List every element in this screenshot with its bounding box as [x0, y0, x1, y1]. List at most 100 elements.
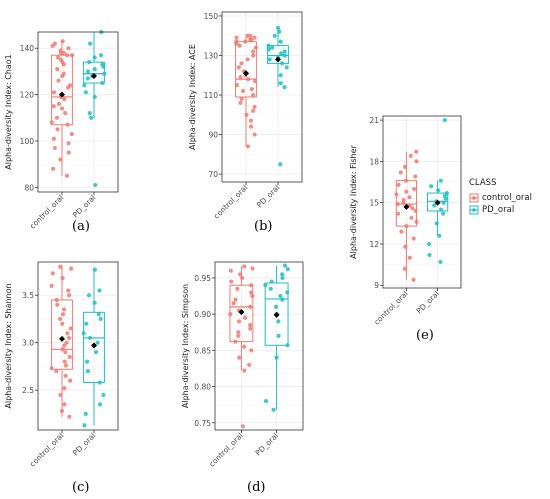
panel-border: [214, 261, 304, 431]
data-point: [251, 53, 256, 58]
data-point: [279, 51, 284, 56]
data-point: [88, 41, 93, 46]
data-point: [271, 407, 276, 412]
data-point: [58, 57, 64, 62]
data-point: [282, 85, 287, 90]
data-point: [278, 73, 283, 78]
y-tick-label: 100: [20, 137, 35, 146]
data-point: [236, 319, 242, 324]
data-point: [49, 283, 54, 288]
data-point: [414, 159, 419, 164]
data-point: [248, 118, 254, 123]
data-point: [56, 78, 61, 83]
data-point: [282, 49, 287, 54]
y-tick-label: 120: [20, 91, 35, 100]
data-point: [228, 312, 233, 317]
x-tick-label: control_oral: [212, 183, 250, 221]
data-point: [60, 312, 66, 317]
data-point: [233, 297, 238, 302]
y-tick-label: 0.90: [194, 310, 211, 319]
data-point: [410, 206, 415, 211]
data-point: [250, 293, 255, 299]
data-point: [61, 71, 66, 76]
data-point: [233, 339, 238, 344]
data-point: [62, 402, 67, 407]
data-point: [250, 266, 255, 271]
data-point: [268, 286, 273, 291]
y-tick-label: 140: [20, 44, 35, 53]
data-point: [68, 378, 73, 383]
y-tick-label: 12: [369, 240, 379, 249]
data-point: [66, 150, 71, 155]
data-point: [63, 373, 68, 378]
data-point: [280, 61, 285, 66]
data-point: [414, 219, 419, 225]
data-point: [411, 277, 416, 282]
data-point: [86, 293, 92, 298]
data-point: [239, 96, 244, 102]
y-tick-label: 0.75: [194, 419, 211, 428]
data-point: [55, 67, 60, 72]
y-tick-label: 15: [369, 199, 379, 208]
legend-label-control: control_oral: [482, 193, 532, 203]
x-tick-label: control_oral: [207, 431, 245, 469]
data-point: [399, 229, 404, 234]
legend-dot: [472, 208, 476, 212]
data-point: [438, 259, 443, 264]
data-point: [65, 122, 70, 127]
x-tick-label: control_oral: [372, 289, 410, 327]
x-tick-label: PD_oral: [71, 431, 97, 457]
data-point: [54, 369, 59, 374]
data-point: [67, 414, 72, 419]
data-point: [93, 350, 99, 355]
data-point: [229, 279, 234, 284]
data-point: [235, 286, 240, 291]
data-point: [62, 359, 67, 364]
plot-area: [383, 116, 461, 288]
data-point: [266, 43, 271, 48]
data-point: [64, 340, 69, 345]
data-point: [60, 347, 65, 352]
data-point: [274, 355, 279, 360]
mean-marker: [59, 335, 65, 342]
data-point: [280, 275, 285, 281]
box-PD_oral: [83, 311, 105, 384]
data-point: [81, 331, 86, 336]
data-point: [238, 75, 243, 80]
data-point: [427, 241, 432, 247]
y-tick-label: 70: [208, 170, 218, 179]
data-point: [403, 178, 409, 183]
data-point: [285, 343, 290, 348]
y-tick-label: 18: [369, 157, 379, 166]
data-point: [62, 307, 67, 312]
data-point: [67, 354, 72, 360]
y-tick-label: 3.5: [22, 291, 34, 300]
data-point: [237, 272, 243, 277]
data-point: [277, 29, 282, 34]
data-point: [394, 192, 399, 197]
data-point: [68, 326, 73, 331]
y-tick-label: 130: [204, 51, 219, 60]
mean-marker: [403, 203, 410, 210]
caption-d: (d): [247, 480, 266, 495]
x-tick-label: PD_oral: [415, 289, 441, 315]
data-point: [97, 380, 102, 385]
data-point: [280, 297, 285, 302]
data-point: [252, 35, 257, 40]
data-point: [280, 272, 285, 277]
data-point: [245, 144, 251, 149]
data-point: [243, 39, 248, 44]
data-point: [92, 267, 97, 272]
box-control_oral: [51, 54, 73, 126]
y-tick-label: 150: [204, 12, 219, 21]
data-point: [404, 223, 409, 229]
y-tick-label: 0.80: [194, 383, 211, 392]
legend: CLASS control_oral PD_oral: [469, 178, 532, 216]
y-tick-label: 21: [369, 116, 379, 125]
data-point: [251, 92, 256, 98]
data-point: [55, 55, 61, 60]
data-point: [240, 88, 246, 94]
legend-key-pd: [469, 205, 479, 215]
data-point: [101, 392, 106, 397]
data-point: [404, 189, 409, 194]
